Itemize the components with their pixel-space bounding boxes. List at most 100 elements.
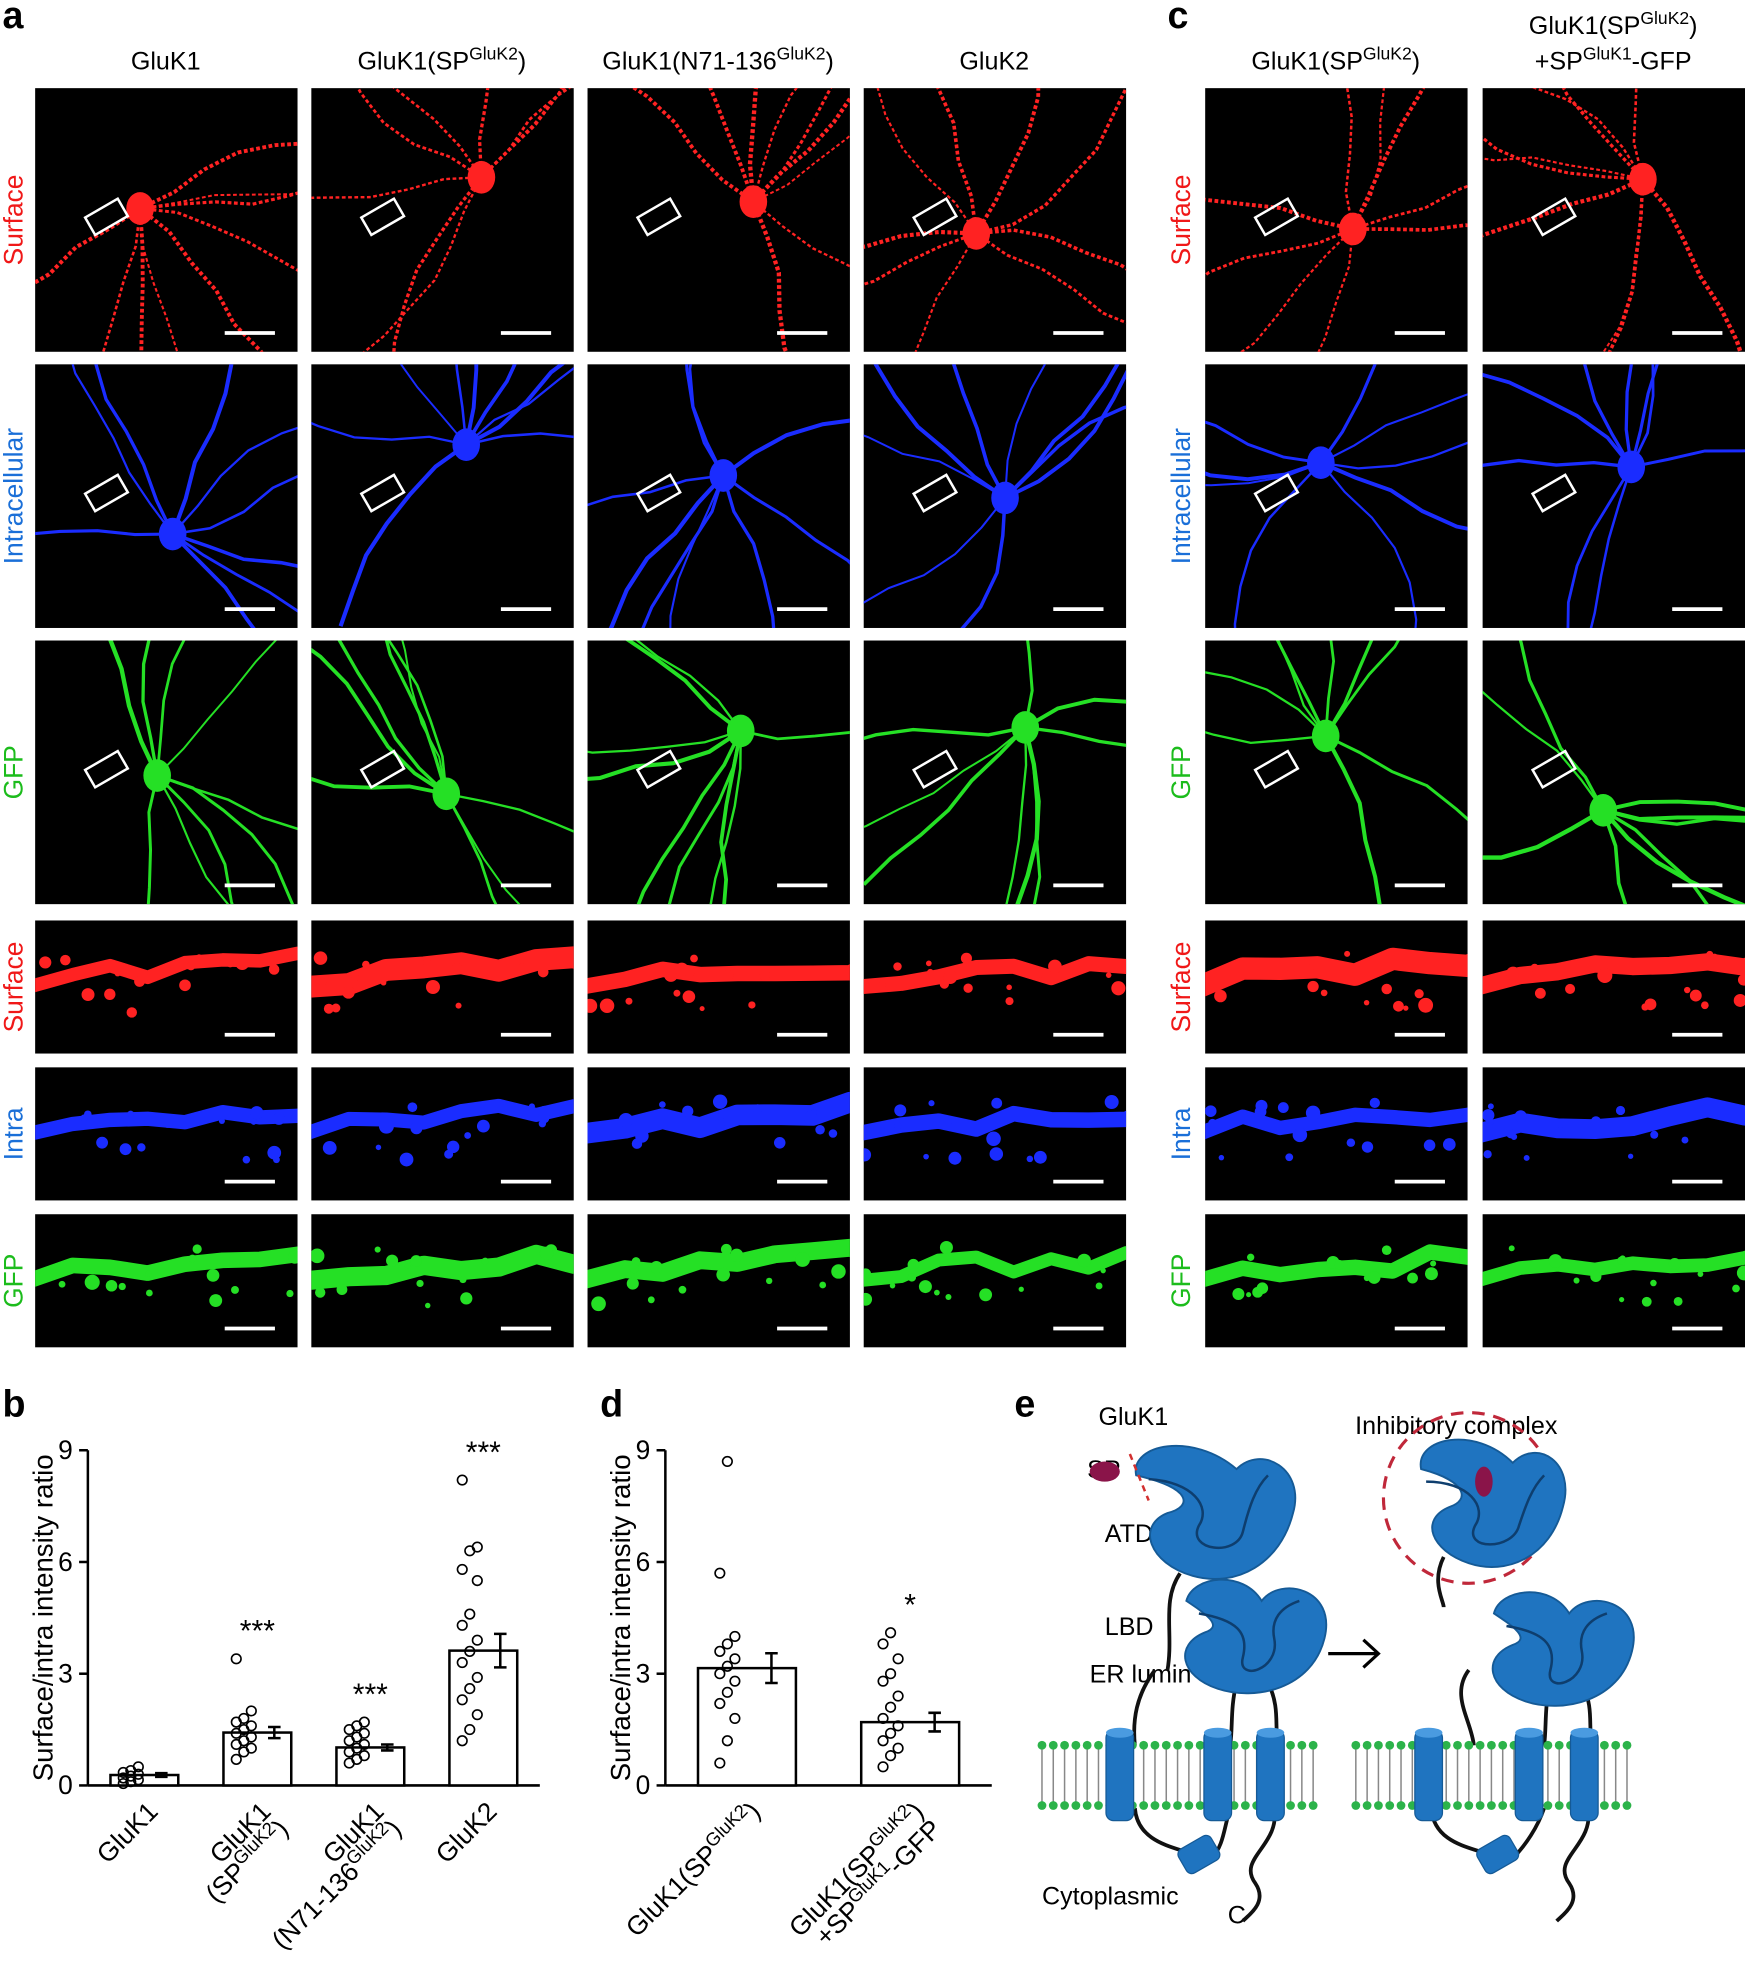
spine — [1307, 980, 1319, 993]
dendrite — [587, 729, 742, 754]
spine — [242, 1155, 251, 1164]
dendrite — [464, 364, 479, 446]
lipid-head — [1297, 1740, 1307, 1750]
micrograph — [35, 1067, 298, 1201]
micrograph-content — [631, 88, 850, 352]
significance: * — [904, 1589, 916, 1622]
spine — [1218, 1154, 1225, 1161]
spine — [927, 968, 934, 976]
dendrite — [641, 475, 725, 628]
data-point — [884, 1668, 897, 1680]
spine — [1627, 1153, 1634, 1159]
micrograph-content — [35, 141, 298, 352]
spine — [455, 1002, 462, 1009]
diagram-label: ER lumin — [1090, 1660, 1192, 1688]
x-tick-label-run: GluK2 — [430, 1796, 503, 1869]
micrograph-content — [863, 952, 1127, 1006]
lipid-head — [1184, 1740, 1194, 1750]
spine — [188, 1254, 197, 1263]
helix-top — [1515, 1727, 1543, 1738]
data-point — [245, 1731, 257, 1743]
soma — [962, 217, 991, 250]
column-title: +SPGluK1-GFP — [1535, 43, 1692, 75]
spine — [907, 1273, 917, 1282]
data-point — [729, 1653, 741, 1665]
dendrite — [338, 442, 468, 627]
spine — [272, 1112, 286, 1125]
spine — [318, 977, 327, 986]
diagram-label: LBD — [1105, 1613, 1154, 1641]
spine — [1487, 1103, 1494, 1110]
dendrite — [1630, 449, 1745, 469]
dendrite — [311, 776, 447, 796]
spine — [267, 1145, 282, 1160]
dendrite — [1601, 808, 1745, 905]
dendrite — [1323, 735, 1382, 905]
spine — [1736, 1265, 1745, 1281]
data-point — [230, 1753, 242, 1765]
dendrite — [863, 1105, 1127, 1141]
spine — [748, 1001, 756, 1009]
soma — [1629, 162, 1657, 196]
spine — [928, 1100, 935, 1107]
column-title: GluK1(SPGluK2) — [1251, 43, 1420, 75]
spine — [1530, 963, 1539, 973]
dendrite — [1607, 179, 1645, 352]
bar — [448, 1649, 519, 1787]
spine — [250, 1106, 264, 1120]
spine — [699, 1006, 705, 1012]
lipid-head — [1060, 1740, 1069, 1750]
spine — [1697, 1271, 1704, 1277]
lipid-head — [1362, 1740, 1372, 1750]
spine — [537, 966, 549, 978]
spine — [1037, 972, 1043, 978]
soma — [1589, 793, 1617, 827]
soma — [1339, 212, 1367, 246]
dendrite — [1025, 725, 1127, 747]
lipid-head — [1195, 1740, 1205, 1750]
data-point — [884, 1727, 897, 1739]
lipid-head — [1173, 1801, 1182, 1810]
micrograph — [587, 920, 850, 1054]
dendrite — [876, 88, 978, 235]
spine — [459, 1276, 467, 1284]
diagram-label: GluK1 — [1098, 1403, 1168, 1431]
micrograph-content — [863, 364, 1127, 628]
panel-label: a — [3, 0, 25, 36]
dendrite — [1320, 460, 1468, 531]
dendrite — [752, 88, 798, 203]
column-title: GluK1 — [131, 47, 201, 75]
spine — [336, 1284, 348, 1295]
spine — [925, 960, 932, 967]
spine — [1684, 986, 1691, 994]
dendrite — [172, 474, 298, 536]
lipid-head — [1374, 1740, 1383, 1750]
lipid-head — [1487, 1801, 1496, 1810]
dendrite — [1352, 223, 1468, 232]
spine — [81, 988, 95, 1002]
spine — [1077, 1253, 1091, 1268]
data-point — [877, 1712, 889, 1724]
row-label: Intracellular — [1166, 428, 1196, 564]
helix-top — [1256, 1727, 1285, 1738]
micrograph-content — [863, 1095, 1127, 1165]
dendrite — [1482, 953, 1745, 995]
spine — [1506, 966, 1521, 981]
spine — [599, 998, 615, 1014]
lipid-head — [1441, 1801, 1451, 1810]
spine — [39, 956, 52, 969]
spine — [1214, 989, 1227, 1003]
spine — [828, 1129, 838, 1138]
lipid-head — [1240, 1801, 1250, 1810]
dendrite — [1482, 177, 1644, 238]
dendrite — [1629, 364, 1659, 468]
helix — [1569, 1729, 1599, 1822]
spine — [1303, 957, 1312, 965]
column-title-run: GluK2 — [1363, 43, 1412, 63]
lipid-head — [1464, 1801, 1474, 1810]
spine — [682, 990, 696, 1003]
data-point — [721, 1735, 733, 1747]
receptor — [1381, 1411, 1635, 1923]
diagram-label: C — [1228, 1902, 1246, 1930]
spine — [765, 1277, 773, 1285]
